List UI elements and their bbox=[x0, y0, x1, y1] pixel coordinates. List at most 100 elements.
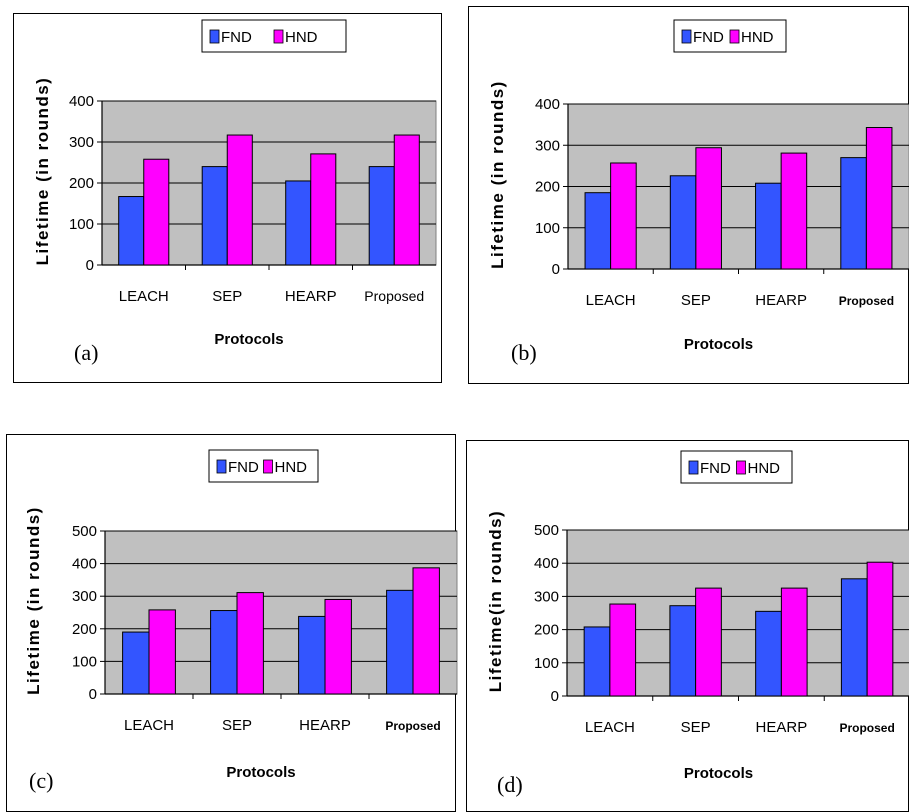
y-tick-label: 100 bbox=[535, 220, 560, 237]
x-tick-label: HEARP bbox=[285, 288, 337, 305]
legend-swatch-hnd bbox=[273, 29, 284, 44]
bar-hnd bbox=[610, 162, 637, 270]
bar-fnd bbox=[386, 589, 414, 695]
bar-hnd bbox=[148, 609, 176, 695]
legend-swatch-hnd bbox=[736, 460, 746, 475]
legend-label: FND bbox=[693, 29, 724, 46]
chart-svg: 0 100 200 300 400 LEACH SEP HEARP Proposed Lifeti… bbox=[33, 19, 437, 365]
bar-fnd bbox=[210, 610, 238, 695]
bar-fnd bbox=[201, 166, 228, 266]
y-tick-label: 300 bbox=[69, 134, 94, 151]
bar-hnd bbox=[695, 587, 722, 697]
bar-fnd bbox=[118, 196, 145, 266]
y-tick-label: 200 bbox=[69, 175, 94, 192]
bar-fnd bbox=[755, 182, 782, 270]
legend-label: FND bbox=[228, 459, 259, 476]
y-tick-label: 100 bbox=[69, 216, 94, 233]
x-tick-label: SEP bbox=[681, 292, 711, 309]
bar-fnd bbox=[755, 610, 782, 697]
x-axis-label: Protocols bbox=[684, 765, 753, 782]
x-axis-label: Protocols bbox=[226, 764, 295, 781]
legend-label: HND bbox=[275, 459, 308, 476]
legend-swatch-hnd bbox=[263, 459, 273, 474]
x-tick-label: HEARP bbox=[756, 719, 808, 736]
panel-label: (b) bbox=[511, 340, 537, 365]
x-tick-label: LEACH bbox=[119, 288, 169, 305]
y-tick-label: 400 bbox=[69, 93, 94, 110]
panel-label: (c) bbox=[29, 768, 53, 793]
legend-swatch-hnd bbox=[729, 29, 740, 44]
bar-fnd bbox=[669, 175, 697, 270]
bar-hnd bbox=[324, 598, 352, 695]
bar-fnd bbox=[298, 615, 326, 695]
y-tick-label: 400 bbox=[72, 556, 97, 573]
panel-label: (d) bbox=[497, 772, 523, 797]
legend-label: HND bbox=[285, 29, 318, 46]
bar-hnd bbox=[780, 152, 808, 270]
legend-label: HND bbox=[748, 460, 781, 477]
x-axis-label: Protocols bbox=[684, 336, 753, 353]
x-tick-label: SEP bbox=[222, 717, 252, 734]
bar-fnd bbox=[840, 157, 867, 270]
chart-panel-a: 0 100 200 300 400 LEACH SEP HEARP Proposed Lifeti… bbox=[13, 13, 442, 383]
x-tick-label: Proposed bbox=[839, 721, 894, 735]
y-tick-label: 400 bbox=[534, 555, 559, 572]
bar-hnd bbox=[310, 153, 337, 266]
y-tick-label: 200 bbox=[534, 622, 559, 639]
chart-svg: 0 100 200 300 400 500 LEACH SEP HEARP Proposed Lif… bbox=[24, 449, 458, 793]
y-tick-label: 300 bbox=[534, 588, 559, 605]
y-tick-label: 300 bbox=[72, 588, 97, 605]
y-tick-label: 0 bbox=[552, 261, 560, 278]
x-tick-label: HEARP bbox=[755, 292, 807, 309]
bar-hnd bbox=[780, 587, 808, 697]
chart-panel-b: 0 100 200 300 400 LEACH SEP HEARP Proposed Lifeti… bbox=[468, 6, 909, 384]
y-tick-label: 400 bbox=[535, 96, 560, 113]
y-axis-label: Lifetime(in rounds) bbox=[486, 510, 505, 692]
bar-hnd bbox=[143, 158, 170, 266]
x-axis-label: Protocols bbox=[214, 331, 283, 348]
bar-fnd bbox=[584, 192, 612, 270]
x-tick-label: SEP bbox=[681, 719, 711, 736]
legend-swatch-fnd bbox=[681, 29, 692, 44]
bar-fnd bbox=[583, 626, 611, 697]
chart-svg: 0 100 200 300 400 LEACH SEP HEARP Proposed Lifeti… bbox=[488, 19, 909, 365]
y-tick-label: 200 bbox=[535, 179, 560, 196]
bar-fnd bbox=[669, 605, 697, 697]
chart-panel-c: 0 100 200 300 400 500 LEACH SEP HEARP Proposed Lif… bbox=[6, 434, 458, 812]
y-tick-label: 0 bbox=[86, 257, 94, 274]
y-axis-label: Lifetime (in rounds) bbox=[24, 506, 43, 695]
legend-swatch-fnd bbox=[216, 459, 227, 474]
chart-svg: 0 100 200 300 400 500 LEACH SEP HEARP Proposed Lif… bbox=[486, 450, 909, 797]
bar-fnd bbox=[122, 631, 150, 695]
legend-label: FND bbox=[700, 460, 731, 477]
y-tick-label: 500 bbox=[72, 523, 97, 540]
x-tick-label: LEACH bbox=[585, 719, 635, 736]
x-tick-label: Proposed bbox=[364, 288, 424, 304]
bar-fnd bbox=[368, 166, 395, 266]
bar-fnd bbox=[285, 180, 312, 266]
x-tick-label: LEACH bbox=[586, 292, 636, 309]
y-tick-label: 100 bbox=[72, 653, 97, 670]
bar-fnd bbox=[840, 578, 868, 697]
panel-label: (a) bbox=[74, 340, 98, 365]
legend-swatch-fnd bbox=[688, 460, 699, 475]
bar-hnd bbox=[393, 134, 420, 266]
bar-hnd bbox=[865, 127, 893, 270]
bar-hnd bbox=[412, 567, 440, 695]
y-axis-label: Lifetime (in rounds) bbox=[488, 80, 507, 269]
y-tick-label: 0 bbox=[89, 686, 97, 703]
y-tick-label: 100 bbox=[534, 655, 559, 672]
legend-label: FND bbox=[221, 29, 252, 46]
x-tick-label: Proposed bbox=[385, 719, 440, 733]
bar-hnd bbox=[695, 147, 722, 270]
y-tick-label: 200 bbox=[72, 621, 97, 638]
bar-hnd bbox=[226, 134, 253, 266]
y-axis-label: Lifetime (in rounds) bbox=[33, 77, 52, 266]
y-tick-label: 300 bbox=[535, 137, 560, 154]
bar-hnd bbox=[236, 592, 264, 695]
x-tick-label: SEP bbox=[212, 288, 242, 305]
x-tick-label: HEARP bbox=[299, 717, 351, 734]
legend-label: HND bbox=[741, 29, 774, 46]
bar-hnd bbox=[609, 603, 637, 697]
x-tick-label: Proposed bbox=[839, 294, 894, 308]
